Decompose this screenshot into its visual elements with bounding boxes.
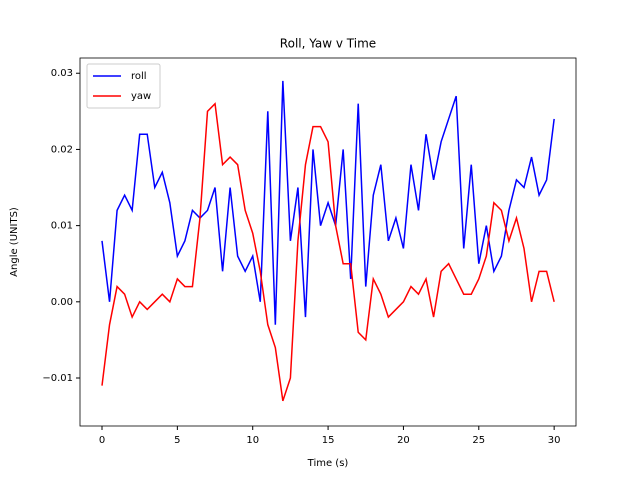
plot-frame [79,57,577,427]
line-series [101,102,555,402]
legend-label: yaw [131,91,151,102]
x-tick-label: 20 [397,435,410,446]
legend-label: roll [131,71,147,82]
x-tick-label: 5 [174,435,180,446]
y-axis-label: Angle (UNITS) [9,207,20,277]
chart-title: Roll, Yaw v Time [280,37,376,51]
y-tick-label: −0.01 [42,373,73,384]
x-tick-label: 25 [472,435,485,446]
x-tick-label: 15 [322,435,335,446]
y-tick-label: 0.00 [51,297,73,308]
x-tick-label: 10 [246,435,259,446]
y-tick-label: 0.02 [51,144,73,155]
legend-box [86,63,161,109]
x-tick-label: 0 [99,435,105,446]
x-axis-label: Time (s) [307,458,349,469]
line-series [101,80,555,325]
y-tick-label: 0.03 [51,68,73,79]
y-tick-label: 0.01 [51,221,73,232]
x-tick-label: 30 [548,435,561,446]
